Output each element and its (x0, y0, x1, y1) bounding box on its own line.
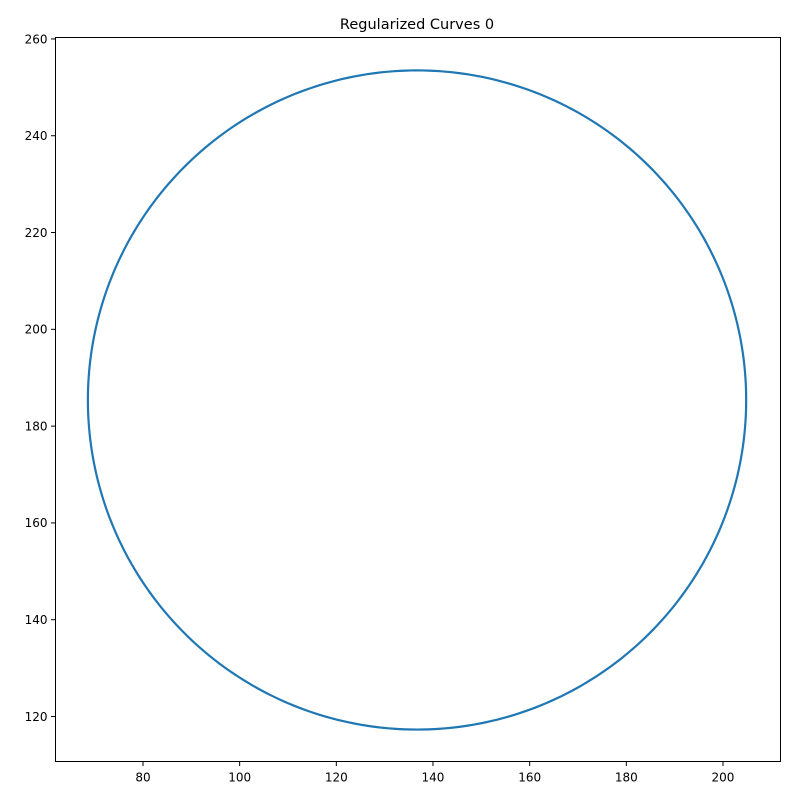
y-tick-label: 180 (25, 419, 48, 433)
axes-frame (55, 37, 781, 762)
y-tick-label: 160 (25, 516, 48, 530)
y-axis-ticks: 120 140 160 180 200 220 240 260 (25, 32, 56, 724)
y-tick-label: 120 (25, 710, 48, 724)
y-tick-label: 140 (25, 613, 48, 627)
x-axis-ticks: 80 100 120 140 160 180 200 (135, 761, 735, 785)
plot-area (86, 69, 748, 731)
y-tick-label: 220 (25, 226, 48, 240)
x-tick-label: 120 (325, 771, 348, 785)
x-tick-label: 80 (135, 771, 150, 785)
y-tick-label: 200 (25, 323, 48, 337)
chart-title: Regularized Curves 0 (340, 17, 494, 33)
x-tick-label: 140 (422, 771, 445, 785)
y-tick-label: 260 (25, 32, 48, 46)
x-tick-label: 100 (228, 771, 251, 785)
x-tick-label: 180 (615, 771, 638, 785)
curve-0 (86, 69, 748, 731)
x-tick-label: 160 (518, 771, 541, 785)
y-tick-label: 240 (25, 129, 48, 143)
x-tick-label: 200 (712, 771, 735, 785)
